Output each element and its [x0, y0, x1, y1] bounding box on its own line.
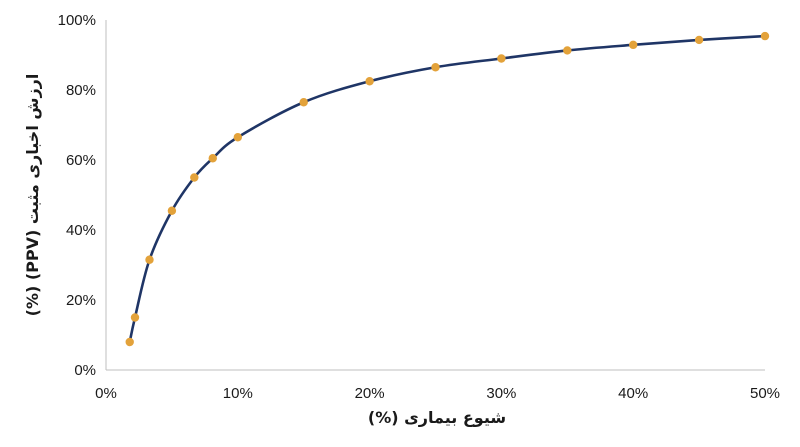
x-tick-label: 30%	[486, 385, 516, 402]
data-point	[694, 35, 704, 45]
data-point	[190, 173, 199, 182]
data-points	[125, 31, 770, 347]
y-tick-label: 100%	[58, 12, 96, 29]
ppv-curve-line	[128, 34, 767, 344]
data-point	[299, 98, 308, 107]
x-tick-label: 10%	[223, 385, 253, 402]
x-tick-label: 0%	[95, 385, 117, 402]
y-tick-label: 80%	[66, 82, 96, 99]
x-tick-label: 40%	[618, 385, 648, 402]
data-point	[760, 31, 770, 41]
data-point	[125, 337, 134, 347]
data-point	[208, 154, 217, 163]
data-point	[145, 255, 154, 264]
data-point	[563, 46, 572, 55]
data-point	[130, 313, 140, 322]
x-tick-labels: 0% 10% 20% 30% 40% 50%	[95, 385, 780, 402]
data-point	[629, 40, 638, 50]
y-tick-label: 60%	[66, 152, 96, 169]
y-tick-label: 40%	[66, 222, 96, 239]
x-tick-label: 20%	[355, 385, 385, 402]
data-point	[233, 133, 242, 142]
y-tick-label: 20%	[66, 292, 96, 309]
x-tick-label: 50%	[750, 385, 780, 402]
y-axis-title: ارزش اخباری مثبت (PPV) (%)	[23, 74, 42, 317]
x-axis-title: شیوع بیماری (%)	[368, 408, 506, 427]
y-tick-labels: 0% 20% 40% 60% 80% 100%	[58, 12, 96, 379]
data-point	[167, 206, 177, 215]
data-point	[497, 54, 506, 63]
data-point	[431, 63, 440, 72]
axes	[105, 20, 765, 371]
data-point	[365, 77, 374, 86]
y-tick-label: 0%	[74, 362, 96, 379]
